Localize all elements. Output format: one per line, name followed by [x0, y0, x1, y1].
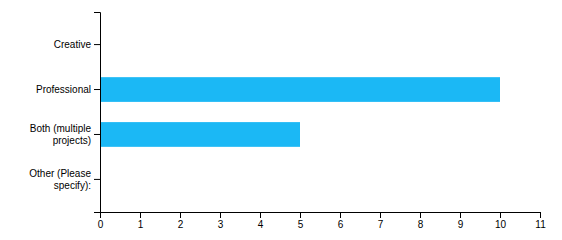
tick-mark: [500, 212, 501, 218]
tick-label: 0: [98, 219, 104, 230]
tick: 4: [258, 212, 264, 230]
axis-line: [101, 213, 541, 219]
tick-label: Other (Pleasespecify):: [29, 168, 91, 191]
tick: 1: [138, 212, 144, 230]
bar: [100, 122, 300, 147]
tick-label: 6: [338, 219, 344, 230]
tick-mark: [220, 212, 221, 218]
y-axis: Creative Professional Both (multipleprojec…: [29, 13, 100, 213]
tick-mark: [94, 44, 100, 45]
plot: 0 1 2 3 4 5 6 7 8 9 10 11 Creative Professional Both (…: [29, 13, 546, 231]
tick-mark: [94, 89, 100, 90]
tick-mark: [420, 212, 421, 218]
tick: 9: [458, 212, 464, 230]
tick-label: 2: [178, 219, 184, 230]
tick: 0: [98, 212, 104, 230]
tick-label: 9: [458, 219, 464, 230]
tick-mark: [180, 212, 181, 218]
tick: Professional: [36, 84, 100, 95]
tick-label: Creative: [54, 39, 92, 50]
tick: 8: [418, 212, 424, 230]
tick-label: 11: [535, 219, 546, 230]
tick-label: 4: [258, 219, 264, 230]
tick-mark: [94, 134, 100, 135]
tick-label: 8: [418, 219, 424, 230]
tick-mark: [300, 212, 301, 218]
tick-mark: [380, 212, 381, 218]
chart: 0 1 2 3 4 5 6 7 8 9 10 11 Creative Professional Both (…: [0, 0, 562, 240]
tick: 7: [378, 212, 384, 230]
x-axis: 0 1 2 3 4 5 6 7 8 9 10 11: [98, 212, 546, 230]
tick: Creative: [54, 39, 100, 50]
tick: 3: [218, 212, 224, 230]
tick-label: 3: [218, 219, 224, 230]
tick: Both (multipleprojects): [30, 123, 100, 146]
tick-mark: [460, 212, 461, 218]
tick-label: 7: [378, 219, 384, 230]
bar: [100, 77, 500, 102]
tick: 5: [298, 212, 304, 230]
tick-mark: [260, 212, 261, 218]
tick-mark: [94, 179, 100, 180]
tick-label: Professional: [36, 84, 91, 95]
tick-label: Both (multipleprojects): [30, 123, 92, 146]
tick-label: 5: [298, 219, 304, 230]
tick: 6: [338, 212, 344, 230]
tick: 10: [495, 212, 507, 230]
bars: [100, 77, 500, 147]
tick-label: 1: [138, 219, 144, 230]
tick: Other (Pleasespecify):: [29, 168, 100, 191]
tick-label: 10: [495, 219, 507, 230]
tick: 2: [178, 212, 184, 230]
axis-line: [94, 13, 101, 213]
tick-mark: [340, 212, 341, 218]
tick: 11: [535, 212, 546, 230]
tick-mark: [540, 212, 541, 218]
tick-mark: [140, 212, 141, 218]
